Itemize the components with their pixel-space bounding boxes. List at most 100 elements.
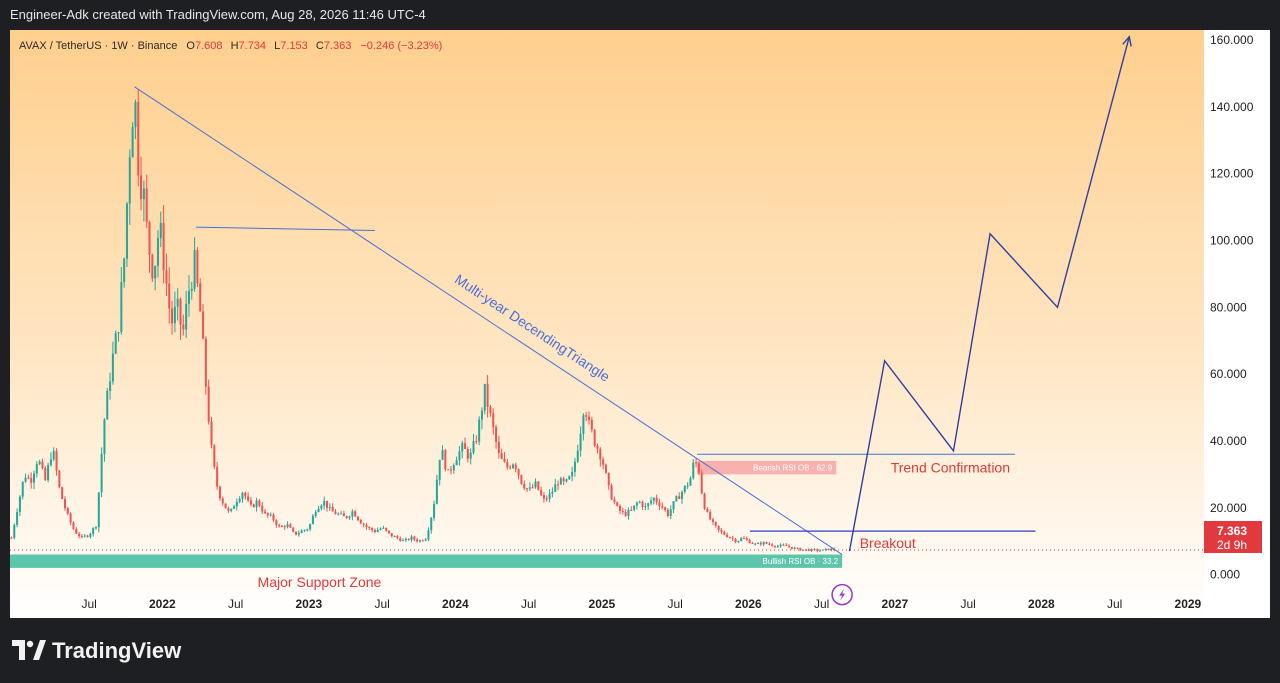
candle-body	[106, 390, 109, 420]
tradingview-logo[interactable]: TradingView	[12, 636, 181, 666]
candle-body	[295, 531, 298, 535]
candles	[10, 89, 836, 553]
candle-body	[402, 540, 405, 542]
candle-body	[32, 473, 36, 483]
price-axis[interactable]: 160.000 140.000 120.000 100.000 80.000 60.000…	[1204, 30, 1270, 618]
candle-body	[18, 496, 21, 513]
candle-body	[557, 484, 560, 486]
candle-body	[10, 537, 13, 539]
candle-body	[585, 415, 588, 417]
candle-body	[283, 526, 286, 528]
candle-body	[607, 472, 610, 486]
candle-body	[63, 498, 67, 509]
candle-body	[695, 462, 698, 464]
candle-body	[523, 483, 526, 489]
candle-body	[24, 477, 27, 482]
candle-body	[630, 509, 633, 511]
candle-body	[238, 498, 241, 502]
y-tick-label: 140.000	[1210, 100, 1254, 114]
candle-body	[140, 175, 143, 200]
candle-body	[824, 548, 827, 550]
candle-body	[311, 515, 314, 525]
candle-body	[413, 536, 416, 540]
candle-body	[661, 506, 664, 508]
last-price-value: 7.363	[1217, 524, 1247, 538]
candle-body	[382, 527, 385, 529]
candle-body	[289, 524, 292, 528]
candle-body	[244, 492, 247, 497]
candle-body	[314, 511, 317, 516]
candle-body	[528, 487, 531, 489]
candle-body	[41, 461, 44, 468]
candle-body	[672, 501, 675, 510]
candle-body	[75, 529, 78, 534]
candle-body	[207, 386, 210, 422]
candle-body	[323, 500, 326, 506]
candle-body	[120, 282, 123, 333]
candle-body	[224, 503, 227, 509]
candle-body	[748, 539, 751, 544]
candle-body	[568, 476, 571, 480]
candle-body	[387, 530, 391, 534]
chart-header: AVAX / TetherUS · 1W · Binance O7.608 H7…	[19, 40, 442, 52]
candle-body	[461, 443, 464, 452]
candle-body	[472, 441, 475, 453]
candle-body	[199, 283, 202, 312]
candle-body	[154, 265, 157, 279]
candle-body	[790, 546, 793, 549]
candle-body	[55, 450, 58, 471]
candle-body	[466, 449, 469, 459]
candle-body	[469, 452, 472, 459]
x-tick-label: Jul	[1107, 597, 1122, 611]
candle-body	[78, 533, 81, 537]
candle-body	[103, 419, 106, 455]
candle-body	[810, 548, 813, 551]
candle-body	[173, 306, 176, 324]
candle-body	[537, 481, 540, 490]
candle-body	[590, 419, 593, 430]
candle-body	[452, 465, 455, 471]
candle-body	[807, 549, 810, 551]
bullish-ob-label: Bullish RSI OB · 33.2	[763, 557, 839, 566]
candle-body	[424, 539, 427, 541]
projection-arrowhead	[1122, 35, 1132, 47]
candle-body	[94, 527, 97, 529]
watermark-text: Engineer-Adk created with TradingView.co…	[10, 7, 426, 22]
x-tick-label: Jul	[667, 597, 682, 611]
candle-body	[728, 537, 731, 539]
candle-body	[692, 462, 695, 479]
candle-body	[745, 538, 748, 540]
candle-body	[421, 540, 424, 542]
candle-body	[80, 536, 83, 538]
y-tick-label: 60.000	[1210, 367, 1247, 381]
candle-body	[666, 510, 669, 517]
candle-body	[731, 537, 734, 539]
candle-body	[430, 517, 433, 531]
candle-body	[793, 547, 796, 549]
candle-body	[371, 527, 374, 531]
y-tick-label: 0.000	[1210, 568, 1240, 582]
x-tick-label: 2024	[442, 597, 469, 611]
candle-body	[506, 461, 509, 468]
candle-body	[416, 539, 419, 542]
candle-body	[326, 500, 329, 508]
candle-body	[545, 498, 548, 500]
candle-body	[89, 533, 92, 537]
candle-body	[678, 496, 681, 499]
chart-area[interactable]: Bullish RSI OB · 33.2 Bearish RSI OB · 62…	[10, 30, 1204, 618]
lightning-glyph	[839, 588, 846, 601]
price-chart[interactable]: Bullish RSI OB · 33.2 Bearish RSI OB · 62…	[10, 30, 1204, 618]
candle-body	[709, 511, 712, 520]
candle-body	[723, 531, 726, 535]
candle-body	[740, 538, 743, 541]
candle-body	[230, 508, 233, 511]
candle-body	[816, 549, 819, 551]
x-tick-label: Jul	[374, 597, 389, 611]
candle-body	[655, 497, 658, 503]
candle-body	[100, 454, 103, 493]
candle-body	[179, 298, 182, 325]
candle-body	[235, 501, 238, 507]
x-tick-label: Jul	[814, 597, 829, 611]
candle-body	[495, 427, 498, 443]
x-tick-label: 2022	[149, 597, 176, 611]
